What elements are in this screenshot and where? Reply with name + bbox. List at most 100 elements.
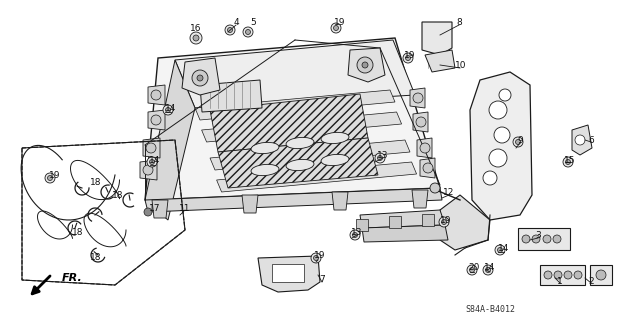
Circle shape: [498, 247, 503, 252]
Polygon shape: [258, 256, 320, 292]
Circle shape: [494, 127, 510, 143]
Text: 19: 19: [49, 171, 61, 180]
Text: 11: 11: [179, 204, 191, 212]
Text: 18: 18: [90, 178, 102, 187]
Circle shape: [485, 268, 490, 273]
Circle shape: [522, 235, 530, 243]
Circle shape: [553, 235, 561, 243]
Circle shape: [146, 143, 156, 153]
Text: 18: 18: [90, 253, 102, 262]
Text: 5: 5: [250, 18, 256, 27]
Polygon shape: [572, 125, 592, 155]
Circle shape: [470, 268, 475, 273]
Polygon shape: [412, 190, 428, 208]
Circle shape: [483, 171, 497, 185]
Circle shape: [357, 57, 373, 73]
Polygon shape: [140, 160, 157, 180]
Text: 19: 19: [314, 251, 326, 260]
Polygon shape: [152, 200, 168, 218]
Polygon shape: [360, 210, 445, 228]
Circle shape: [483, 265, 493, 275]
Ellipse shape: [321, 132, 349, 144]
Ellipse shape: [286, 137, 314, 148]
Text: S84A-B4012: S84A-B4012: [465, 305, 515, 314]
Circle shape: [197, 75, 203, 81]
Text: FR.: FR.: [62, 273, 83, 283]
Circle shape: [499, 89, 511, 101]
Circle shape: [532, 235, 540, 243]
Circle shape: [420, 143, 430, 153]
Circle shape: [333, 26, 338, 30]
Polygon shape: [470, 72, 532, 220]
Polygon shape: [145, 60, 195, 220]
Circle shape: [543, 235, 551, 243]
Circle shape: [163, 105, 173, 115]
Circle shape: [554, 271, 562, 279]
Circle shape: [353, 233, 358, 237]
Polygon shape: [389, 216, 401, 228]
Polygon shape: [218, 138, 378, 188]
Circle shape: [362, 62, 368, 68]
Circle shape: [192, 70, 208, 86]
Circle shape: [574, 271, 582, 279]
Polygon shape: [417, 138, 432, 158]
Circle shape: [144, 208, 152, 216]
Polygon shape: [145, 38, 440, 200]
Polygon shape: [425, 50, 455, 72]
Polygon shape: [182, 58, 220, 95]
Circle shape: [150, 159, 155, 164]
Circle shape: [495, 245, 505, 255]
Circle shape: [575, 135, 585, 145]
Circle shape: [190, 32, 202, 44]
Polygon shape: [148, 85, 165, 105]
Text: 6: 6: [588, 135, 594, 145]
Circle shape: [243, 27, 253, 37]
Text: 17: 17: [150, 204, 161, 212]
Polygon shape: [413, 112, 428, 132]
Polygon shape: [202, 112, 402, 142]
Text: 13: 13: [351, 228, 363, 236]
Text: 8: 8: [456, 18, 462, 27]
Circle shape: [313, 255, 318, 260]
Circle shape: [225, 25, 235, 35]
Polygon shape: [200, 80, 262, 112]
Circle shape: [489, 149, 507, 167]
Text: 19: 19: [440, 215, 452, 225]
Circle shape: [430, 183, 440, 193]
Polygon shape: [145, 188, 442, 212]
Text: 14: 14: [150, 156, 161, 164]
Bar: [272, 264, 304, 282]
Circle shape: [193, 35, 199, 41]
Text: 12: 12: [444, 188, 455, 196]
Circle shape: [375, 153, 385, 163]
Text: 18: 18: [72, 228, 83, 236]
Circle shape: [151, 90, 161, 100]
Circle shape: [45, 173, 55, 183]
Circle shape: [227, 28, 232, 33]
Text: 20: 20: [468, 263, 480, 273]
Ellipse shape: [251, 142, 279, 154]
Ellipse shape: [286, 159, 314, 171]
Polygon shape: [210, 94, 368, 152]
Circle shape: [143, 165, 153, 175]
Text: 14: 14: [484, 263, 496, 273]
Circle shape: [311, 253, 321, 263]
Circle shape: [513, 137, 523, 147]
Bar: [540, 265, 585, 285]
Polygon shape: [175, 40, 415, 108]
Text: 1: 1: [557, 277, 563, 286]
Circle shape: [413, 93, 423, 103]
Circle shape: [166, 108, 171, 113]
Polygon shape: [422, 22, 452, 55]
Text: 3: 3: [535, 230, 541, 239]
Text: 19: 19: [335, 18, 346, 27]
Polygon shape: [195, 90, 395, 120]
Text: 16: 16: [190, 23, 202, 33]
Circle shape: [350, 230, 360, 240]
Polygon shape: [242, 195, 258, 213]
Circle shape: [564, 271, 572, 279]
Polygon shape: [410, 88, 425, 108]
Circle shape: [467, 265, 477, 275]
Ellipse shape: [251, 164, 279, 176]
Text: 14: 14: [165, 103, 177, 113]
